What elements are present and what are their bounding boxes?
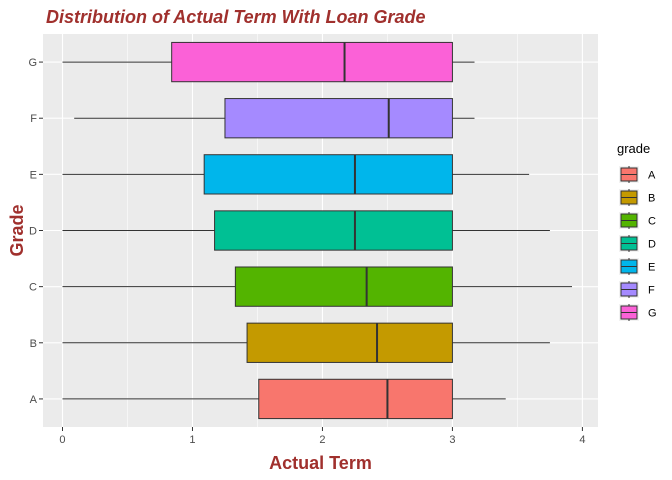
chart-title: Distribution of Actual Term With Loan Gr… bbox=[46, 7, 426, 27]
y-tick-label: B bbox=[30, 338, 37, 350]
y-tick-label: C bbox=[29, 282, 37, 294]
box-g bbox=[62, 41, 475, 83]
box-iqr bbox=[214, 210, 453, 251]
x-tick-label: 4 bbox=[579, 434, 585, 446]
legend-item-b: B bbox=[619, 189, 655, 206]
legend-item-d: D bbox=[619, 235, 656, 252]
y-tick-label: F bbox=[30, 113, 37, 125]
legend-item-c: C bbox=[619, 212, 656, 229]
box-iqr bbox=[224, 98, 453, 139]
legend-item-e: E bbox=[619, 258, 655, 275]
x-axis-title: Actual Term bbox=[269, 453, 372, 473]
box-iqr bbox=[258, 378, 453, 420]
y-axis-title: Grade bbox=[7, 204, 27, 256]
legend-label: A bbox=[648, 170, 656, 182]
y-tick-label: D bbox=[29, 226, 37, 238]
box-iqr bbox=[203, 154, 453, 195]
y-tick-label: A bbox=[30, 394, 38, 406]
box-b bbox=[62, 322, 550, 363]
box-e bbox=[62, 154, 530, 195]
box-iqr bbox=[171, 41, 453, 83]
legend-title: grade bbox=[617, 141, 650, 156]
legend-item-f: F bbox=[619, 281, 655, 298]
box-iqr bbox=[234, 266, 453, 307]
x-tick-label: 1 bbox=[189, 434, 195, 446]
x-axis-ticks: 0 1 2 3 4 bbox=[59, 427, 585, 446]
x-tick-label: 0 bbox=[59, 434, 65, 446]
y-axis-ticks: A B C D E F G bbox=[28, 57, 43, 406]
x-tick-label: 2 bbox=[319, 434, 325, 446]
x-tick-label: 3 bbox=[449, 434, 455, 446]
y-tick-label: G bbox=[28, 57, 37, 69]
legend-label: D bbox=[648, 239, 656, 251]
box-a bbox=[62, 378, 506, 420]
legend-label: G bbox=[648, 308, 657, 320]
y-tick-label: E bbox=[30, 169, 37, 181]
legend-item-g: G bbox=[619, 304, 657, 321]
box-d bbox=[62, 210, 550, 251]
boxes bbox=[62, 41, 573, 420]
legend-label: B bbox=[648, 193, 655, 205]
legend-item-a: A bbox=[619, 166, 656, 183]
box-iqr bbox=[246, 322, 453, 363]
box-c bbox=[62, 266, 573, 307]
box-f bbox=[74, 98, 475, 139]
legend-label: F bbox=[648, 285, 655, 297]
legend-label: E bbox=[648, 262, 655, 274]
legend-label: C bbox=[648, 216, 656, 228]
